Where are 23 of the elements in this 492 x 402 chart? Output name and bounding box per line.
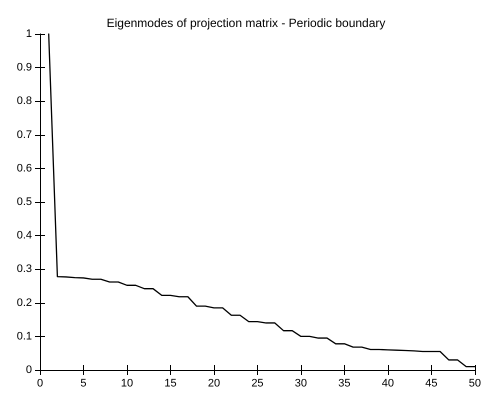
y-tick-label: 0.6 [16, 162, 32, 174]
y-tick-label: 0.2 [16, 296, 32, 309]
x-tick-label: 20 [208, 378, 220, 390]
y-tick-label: 0 [26, 364, 32, 376]
x-tick-label: 35 [338, 378, 351, 390]
x-tick-label: 45 [425, 378, 438, 390]
y-tick-label: 1 [26, 28, 32, 40]
x-tick-label: 10 [120, 378, 134, 390]
y-tick-label: 0.4 [16, 230, 32, 242]
x-tick-label: 25 [251, 378, 264, 390]
x-tick-label: 0 [36, 378, 44, 390]
y-tick-label: 0.1 [16, 330, 32, 342]
y-tick-label: 0.3 [16, 263, 32, 276]
x-tick-label: 5 [80, 378, 87, 390]
y-tick-label: 0.8 [16, 95, 32, 108]
x-tick-label: 50 [468, 378, 482, 390]
x-tick-label: 30 [294, 378, 308, 390]
chart-title: Eigenmodes of projection matrix - Periodic boundary [106, 16, 386, 30]
y-tick-label: 0.5 [16, 196, 32, 208]
y-tick-label: 0.7 [16, 128, 32, 141]
y-tick-label: 0.9 [16, 62, 32, 74]
x-tick-label: 15 [164, 378, 177, 390]
x-tick-label: 40 [382, 378, 394, 390]
